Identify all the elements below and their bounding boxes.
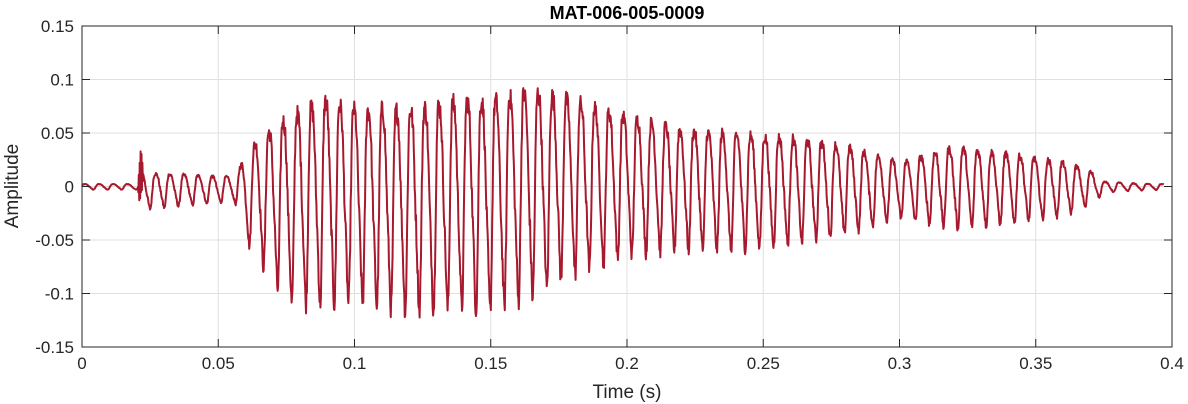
y-tick-label: -0.05 [35, 231, 74, 250]
x-axis-ticks: 0 0.05 0.1 0.15 0.2 0.25 0.3 0.35 0.4 [77, 26, 1184, 373]
x-tick-label: 0.3 [888, 354, 912, 373]
y-axis-ticks: 0.15 0.1 0.05 0 -0.05 -0.1 -0.15 [35, 17, 1172, 357]
x-axis-label: Time (s) [593, 382, 662, 403]
y-axis-label: Amplitude [2, 144, 23, 229]
x-tick-label: 0.25 [747, 354, 780, 373]
y-tick-label: -0.1 [45, 285, 74, 304]
x-tick-label: 0.15 [474, 354, 507, 373]
y-tick-label: 0 [65, 178, 74, 197]
y-tick-label: 0.05 [41, 124, 74, 143]
x-tick-label: 0.05 [202, 354, 235, 373]
chart-title: MAT-006-005-0009 [550, 3, 705, 23]
y-tick-label: -0.15 [35, 338, 74, 357]
x-tick-label: 0.35 [1019, 354, 1052, 373]
y-tick-label: 0.1 [50, 71, 74, 90]
waveform-line [81, 87, 1165, 319]
x-tick-label: 0.4 [1160, 354, 1184, 373]
x-tick-label: 0 [77, 354, 86, 373]
y-tick-label: 0.15 [41, 17, 74, 36]
x-tick-label: 0.1 [343, 354, 367, 373]
x-tick-label: 0.2 [615, 354, 639, 373]
